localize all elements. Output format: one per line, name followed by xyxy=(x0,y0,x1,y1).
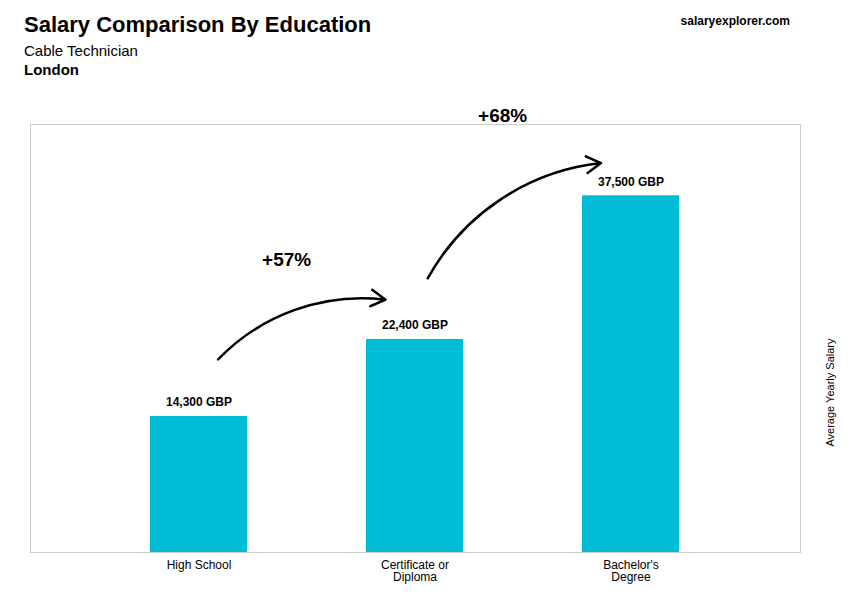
svg-text:14,300 GBP: 14,300 GBP xyxy=(166,395,232,409)
svg-text:High School: High School xyxy=(167,558,232,572)
svg-text:+57%: +57% xyxy=(262,249,311,270)
svg-text:Certificate orDiploma: Certificate orDiploma xyxy=(381,558,449,584)
svg-text:Bachelor'sDegree: Bachelor'sDegree xyxy=(603,558,659,584)
svg-text:37,500 GBP: 37,500 GBP xyxy=(598,175,664,189)
html-text:Cable Technician: Cable Technician xyxy=(24,42,138,59)
svg-text:+68%: +68% xyxy=(478,105,527,126)
svg-text:22,400 GBP: 22,400 GBP xyxy=(382,318,448,332)
svg-text:Average Yearly Salary: Average Yearly Salary xyxy=(824,338,836,447)
html-text:salaryexplorer.com: salaryexplorer.com xyxy=(680,14,790,28)
html-text:London: London xyxy=(24,61,79,78)
html-text:Salary Comparison By Education: Salary Comparison By Education xyxy=(24,12,372,37)
